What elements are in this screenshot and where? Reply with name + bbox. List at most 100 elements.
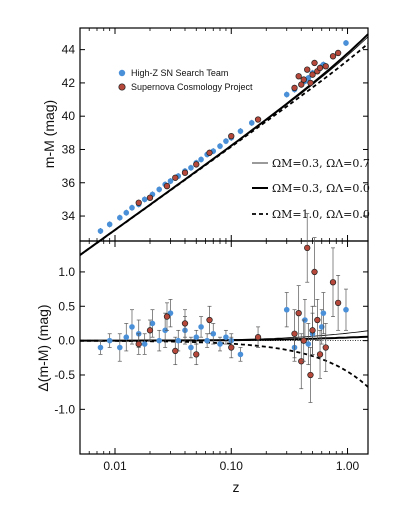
highz-point: [237, 128, 244, 134]
highz-residual-point: [129, 324, 135, 330]
highz-residual-point: [149, 320, 156, 327]
scp-point: [135, 199, 142, 206]
bottom-y-axis-label: Δ(m-M) (mag): [35, 304, 51, 391]
top-model-curves: [79, 33, 369, 256]
marker-legend: High-Z SN Search Team Supernova Cosmolog…: [118, 68, 253, 92]
highz-residual-point: [97, 344, 104, 351]
legend-label-thick: ΩM=0.3, ΩΛ=0.0: [272, 182, 370, 195]
bottom-y-tick-label: -0.5: [54, 368, 75, 382]
highz-residual-point: [141, 341, 148, 347]
bottom-x-ticks: 0.01 0.10 1.00: [79, 241, 360, 473]
top-y-tick-label: 40: [62, 109, 76, 123]
scp-residual-point: [329, 279, 337, 286]
legend-label-dashed: ΩM=1.0, ΩΛ=0.0: [272, 208, 370, 221]
scp-point: [181, 169, 189, 176]
bottom-y-tick-label: 0.0: [58, 334, 75, 348]
scp-residual-point: [307, 371, 314, 379]
top-y-tick-label: 36: [62, 176, 76, 190]
highz-residual-point: [237, 351, 244, 358]
scp-point: [193, 161, 200, 168]
top-y-tick-label: 34: [62, 209, 76, 223]
legend-marker-highz: [118, 69, 126, 77]
top-y-tick-label: 42: [62, 76, 76, 90]
highz-residual-point: [198, 324, 204, 330]
top-y-axis-label: m-M (mag): [41, 100, 57, 168]
scp-point: [316, 64, 324, 72]
scp-point: [307, 79, 314, 87]
highz-residual-point: [117, 344, 123, 351]
highz-point: [305, 75, 312, 81]
top-data-points: [97, 39, 349, 235]
scp-point: [309, 71, 316, 78]
scp-residual-point: [300, 337, 307, 344]
model-legend: ΩM=0.3, ΩΛ=0.7 ΩM=0.3, ΩΛ=0.0 ΩM=1.0, ΩΛ…: [252, 157, 370, 221]
scp-residual-point: [322, 344, 329, 351]
scp-point: [311, 59, 318, 67]
scp-point: [295, 73, 302, 80]
bottom-y-tick-label: 0.5: [58, 299, 75, 313]
legend-label-scp: Supernova Cosmology Project: [131, 82, 253, 92]
highz-point: [283, 91, 290, 98]
scp-point: [228, 133, 235, 140]
highz-point: [343, 40, 349, 46]
highz-residual-point: [320, 310, 327, 316]
scp-residual-point: [228, 344, 235, 351]
curve-einstein-desitter-top: [79, 42, 369, 256]
scp-residual-point: [311, 268, 318, 276]
scp-residual-point: [193, 351, 200, 358]
highz-point: [223, 138, 229, 144]
highz-residual-point: [283, 306, 290, 313]
scp-residual-point: [309, 327, 316, 334]
highz-residual-point: [193, 334, 200, 340]
bottom-data-points: [97, 213, 349, 403]
scp-point: [298, 81, 305, 88]
legend-marker-scp: [118, 83, 126, 91]
top-y-tick-label: 38: [62, 142, 76, 156]
scp-point: [163, 182, 171, 190]
highz-point: [198, 156, 204, 163]
bottom-y-tick-label: 1.0: [58, 265, 75, 279]
highz-point: [97, 228, 104, 234]
highz-residual-point: [343, 306, 349, 313]
legend-label-highz: High-Z SN Search Team: [131, 68, 228, 78]
highz-point: [156, 186, 163, 193]
highz-residual-point: [305, 341, 312, 347]
top-panel: 34 36 38 40 42 44 m-M (mag) High-Z SN Search …: [41, 27, 370, 256]
scp-residual-point: [146, 327, 154, 334]
scp-residual-point: [295, 309, 302, 317]
highz-residual-point: [106, 337, 113, 344]
scp-residual-point: [254, 334, 262, 341]
scp-residual-point: [316, 351, 324, 358]
scp-residual-point: [291, 330, 298, 337]
highz-residual-point: [156, 337, 163, 344]
scp-point: [322, 63, 329, 70]
scp-residual-point: [206, 316, 213, 324]
scp-residual-point: [334, 299, 342, 306]
scp-residual-point: [172, 347, 179, 355]
highz-point: [117, 214, 123, 221]
highz-residual-point: [188, 344, 194, 351]
scp-point: [206, 149, 213, 156]
highz-point: [141, 196, 148, 203]
highz-residual-point: [217, 341, 223, 347]
top-y-ticks: 34 36 38 40 42 44: [62, 43, 368, 223]
top-y-tick-label: 44: [62, 43, 76, 57]
legend-label-thin: ΩM=0.3, ΩΛ=0.7: [272, 157, 370, 170]
scp-residual-point: [135, 340, 142, 348]
highz-point: [123, 209, 130, 216]
bottom-y-tick-label: -1.0: [54, 402, 75, 416]
highz-point: [167, 178, 174, 184]
bottom-panel: 1.0 0.5 0.0 -0.5 -1.0 0.01 0.10 1.00 Δ(m-M) (m…: [35, 213, 369, 495]
scp-point: [300, 76, 307, 83]
scp-residual-point: [181, 320, 189, 327]
scp-point: [146, 194, 154, 201]
scp-residual-point: [163, 313, 171, 320]
scp-residual-point: [304, 244, 311, 252]
highz-point: [188, 164, 194, 171]
scp-point: [329, 53, 337, 60]
highz-residual-point: [223, 334, 229, 340]
scp-point: [254, 116, 262, 123]
scp-point: [291, 84, 298, 92]
bottom-model-curves: [80, 330, 369, 388]
scp-point: [334, 49, 342, 57]
